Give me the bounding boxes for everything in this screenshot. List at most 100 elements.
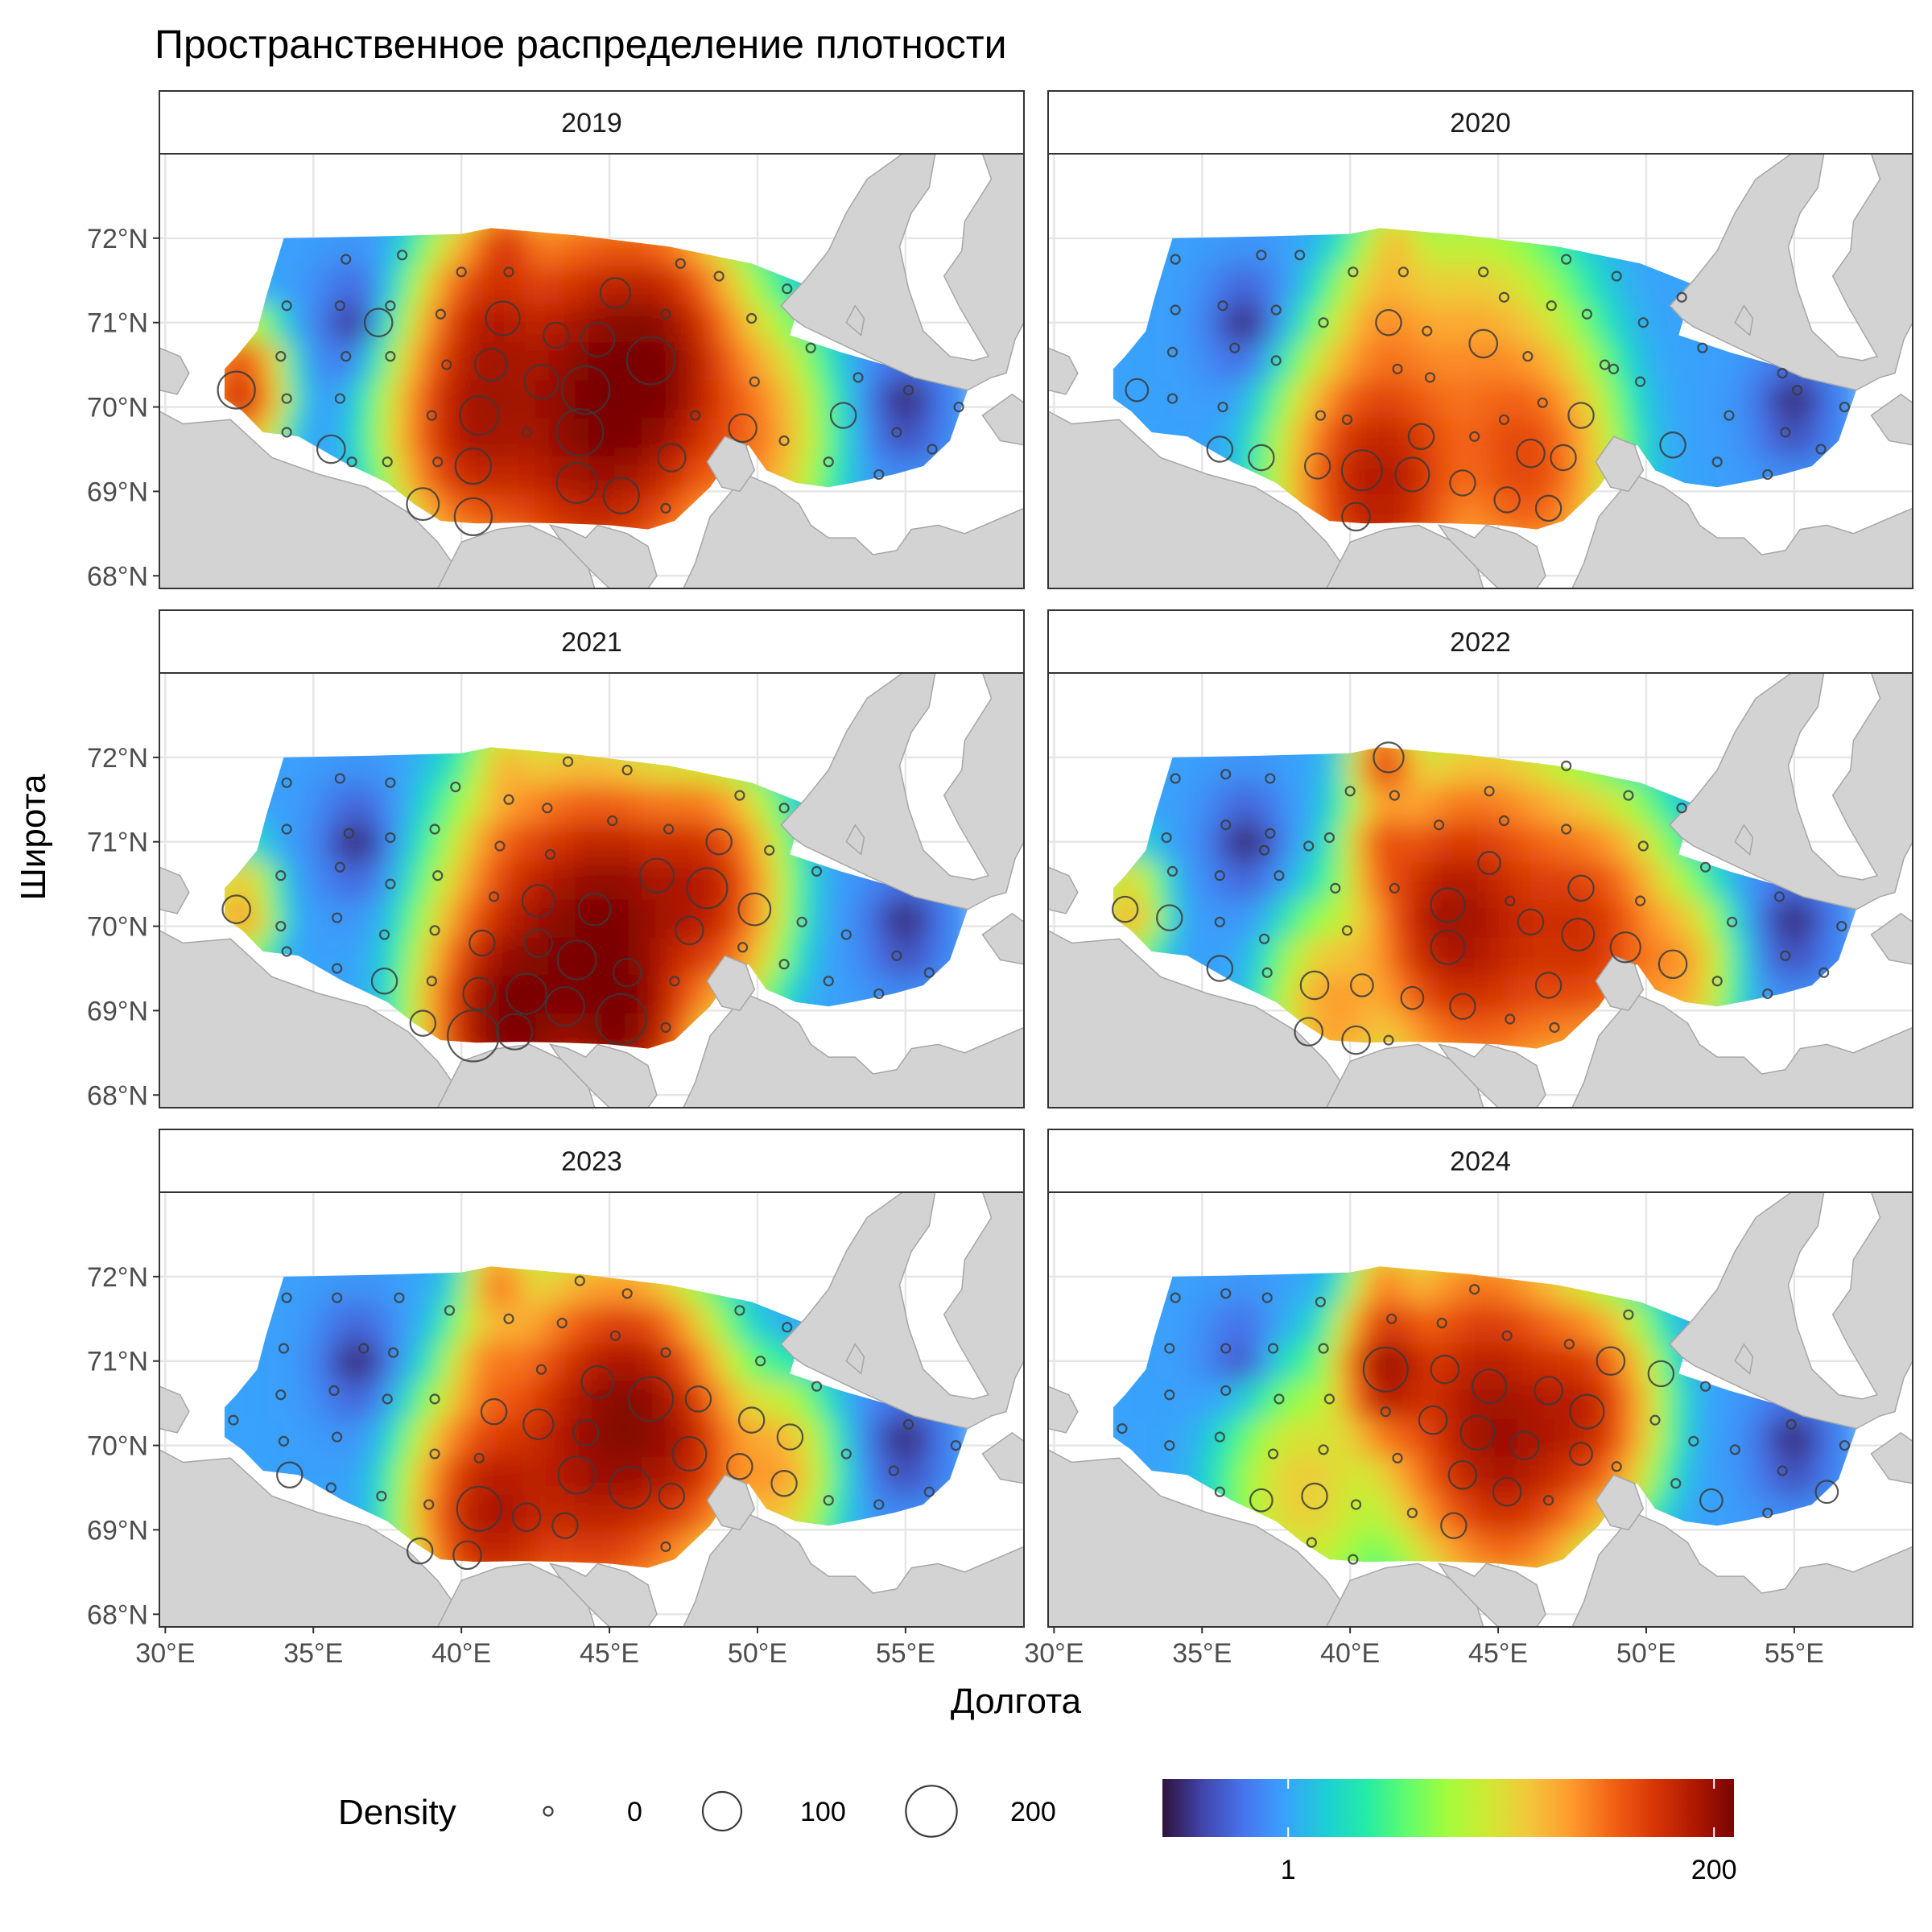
density-cell [1370,1455,1386,1495]
density-cell [762,264,777,305]
station-point [523,928,554,958]
density-cell [495,935,510,976]
station-point [456,1485,502,1532]
density-cell [295,822,311,862]
land-mass [1437,1043,1546,1108]
density-cell [1237,1341,1253,1381]
density-cell [282,1379,298,1419]
density-cell [1437,1266,1453,1305]
density-cell [1237,783,1253,824]
density-cell [748,783,764,824]
density-cell [1597,1417,1612,1457]
density-cell [1397,454,1413,495]
density-cell [1663,1341,1679,1381]
density-cell [469,416,484,456]
density-cell [762,860,777,900]
density-cell [1637,1417,1653,1457]
density-cell [1850,898,1857,938]
station-point [281,300,292,312]
density-cell [1637,860,1653,900]
density-cell [721,1302,737,1344]
density-cell [349,783,364,824]
station-point [658,1482,686,1510]
density-cell [654,973,671,1014]
density-cell [1410,935,1426,976]
density-cell [1424,747,1439,786]
density-cell [682,378,697,419]
land-mass [1437,1563,1546,1627]
density-cell [481,1341,497,1381]
density-cell [1397,303,1413,343]
density-cell [1370,822,1386,862]
density-cell [535,341,551,381]
density-cell [1250,1302,1266,1344]
density-cell [361,935,378,976]
station-point [1550,444,1577,472]
density-cell [1677,416,1693,456]
density-cell [1504,1531,1519,1568]
density-cell [908,898,924,938]
density-cell [1370,1379,1386,1419]
density-cell [402,1455,418,1495]
station-point [521,427,532,438]
density-cell [922,898,937,938]
density-cell [682,341,697,381]
density-cell [548,783,564,824]
density-cell [349,1417,364,1457]
station-point [1362,1346,1409,1393]
density-cell [1770,1417,1785,1457]
density-cell [1397,935,1413,976]
density-cell [1290,1341,1307,1381]
density-cell [1571,1302,1586,1344]
density-cell [1357,1379,1373,1419]
density-cell [375,860,390,900]
station-point [1418,1405,1448,1435]
density-cell [1663,860,1679,900]
density-cell [908,1455,924,1495]
station-point [1649,1414,1661,1426]
density-cell [481,1302,497,1344]
land-mass [548,1563,658,1627]
density-cell [495,1492,510,1534]
panel-border [159,153,1025,589]
density-cell [1437,973,1453,1014]
strip-2022 [1047,609,1913,674]
density-cell [1850,1417,1857,1457]
density-cell [1624,860,1639,900]
density-cell [1250,1417,1266,1457]
density-cell [1597,822,1612,862]
density-cell [255,898,271,938]
density-cell [469,783,484,824]
density-cell [269,1417,284,1457]
density-cell [1517,264,1533,305]
density-cell [1384,454,1399,495]
density-cell [1211,1455,1226,1495]
density-cell [1424,493,1439,530]
density-cell [1517,1531,1533,1568]
density-cell [1357,341,1373,381]
density-cell [1170,303,1187,343]
density-cell [1197,1341,1213,1381]
density-cell [1317,1302,1333,1344]
density-cell [642,935,657,976]
density-cell [828,416,844,456]
density-cell [495,1302,510,1344]
panel-content [159,154,1024,588]
density-cell [402,747,418,786]
density-cell [388,1379,404,1419]
density-cell [508,454,524,495]
density-cell [1410,1531,1426,1568]
density-cell [922,1417,937,1457]
density-cell [1703,1492,1719,1534]
station-point [805,342,816,353]
density-cell [721,1341,737,1381]
density-cell [588,1417,604,1457]
density-cell [601,935,617,976]
station-point [1563,1339,1575,1350]
density-cell [1597,1302,1612,1344]
station-point [1699,1488,1724,1513]
density-cell [1517,1379,1533,1419]
density-cell [1250,416,1266,456]
density-cell [1370,860,1386,900]
density-cell [428,1341,444,1381]
